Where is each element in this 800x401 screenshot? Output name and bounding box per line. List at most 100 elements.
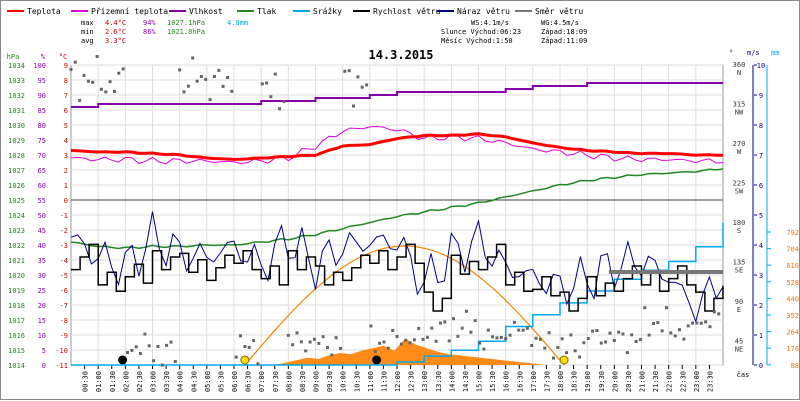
axis-c-tick: -8 — [60, 317, 68, 325]
wind-direction-point — [126, 351, 129, 354]
axis-mm-tick: 440 — [786, 295, 799, 303]
axis-deg-tick: 90 — [735, 298, 743, 306]
x-tick-label: 14:30 — [462, 371, 470, 392]
stats-label: min — [81, 28, 94, 36]
axis-deg-dir: SW — [735, 188, 744, 196]
x-tick-label: 20:00 — [611, 371, 619, 392]
x-tick-label: 19:30 — [598, 371, 606, 392]
x-tick-label: 15:30 — [489, 371, 497, 392]
stats-label: avg — [81, 37, 94, 45]
wind-direction-point — [634, 340, 638, 343]
wind-direction-point — [538, 337, 542, 341]
axis-c-tick: 8 — [64, 77, 68, 85]
legend-label: Rychlost větru — [373, 7, 441, 16]
wind-direction-point — [704, 320, 708, 324]
axis-c-tick: -6 — [60, 287, 68, 295]
wind-direction-point — [621, 332, 625, 336]
x-tick-label: 20:30 — [625, 371, 633, 392]
legend-label: Tlak — [257, 7, 276, 16]
x-tick-label: 11:00 — [367, 371, 375, 392]
solar-radiation-area — [274, 338, 547, 365]
axis-hpa-tick: 1019 — [8, 287, 25, 295]
axis-hpa-tick: 1024 — [8, 212, 25, 220]
wind-direction-point — [265, 81, 269, 85]
axis-hpa-tick: 1032 — [8, 92, 25, 100]
wind-direction-point — [365, 83, 369, 87]
wind-direction-point — [260, 82, 264, 86]
wind-direction-point — [686, 324, 690, 328]
axis-deg-unit: ° — [729, 49, 733, 57]
axis-c-tick: -1 — [60, 212, 68, 220]
legend-label: Srážky — [313, 7, 342, 16]
stats-temp: 2.6°C — [105, 28, 126, 36]
x-tick-label: 14:00 — [448, 371, 456, 392]
wind-direction-point — [221, 84, 225, 88]
series-wind-speed — [71, 243, 724, 312]
wind-direction-point — [239, 334, 242, 338]
wind-direction-point — [630, 333, 634, 337]
axis-c-tick: -5 — [60, 272, 68, 280]
wind-direction-point — [456, 334, 460, 338]
axis-c-tick: 1 — [64, 182, 68, 190]
x-tick-label: 22:30 — [679, 371, 687, 392]
wind-direction-point — [612, 339, 616, 342]
x-tick-label: 16:30 — [516, 371, 524, 392]
axis-deg-dir: N — [737, 69, 741, 77]
wind-direction-point — [347, 69, 351, 73]
x-tick-label: 15:00 — [476, 371, 484, 392]
stats-sun-rise: Slunce Východ:06:23 — [441, 28, 521, 36]
axis-deg-tick: 180 — [733, 219, 746, 227]
axis-hpa-tick: 1025 — [8, 197, 25, 205]
wind-direction-point — [278, 107, 282, 111]
axis-hpa-tick: 1026 — [8, 182, 25, 190]
stats-rain: 4.8mm — [227, 19, 248, 27]
x-tick-label: 02:30 — [136, 371, 144, 392]
wind-direction-point — [199, 75, 203, 78]
x-tick-label: 04:30 — [190, 371, 198, 392]
axis-hpa-tick: 1016 — [8, 332, 25, 340]
axis-mm-tick: 88 — [791, 362, 799, 370]
wind-direction-point — [186, 84, 190, 88]
x-tick-label: 13:00 — [421, 371, 429, 392]
wind-direction-point — [486, 328, 490, 332]
x-tick-label: 13:30 — [435, 371, 443, 392]
wind-direction-point — [569, 333, 573, 337]
wind-direction-point — [699, 321, 703, 325]
wind-direction-point — [412, 338, 416, 342]
axis-mm-tick: 616 — [786, 262, 799, 270]
x-tick-label: 18:00 — [557, 371, 565, 392]
axis-pct-tick: 45 — [38, 227, 46, 235]
wind-direction-point — [543, 346, 547, 350]
wind-direction-point — [447, 339, 451, 343]
x-tick-label: 18:30 — [571, 371, 579, 392]
axis-pct-tick: 40 — [38, 242, 46, 250]
wind-direction-point — [599, 341, 603, 345]
axis-pct-tick: 100 — [33, 62, 46, 70]
axis-mm-tick: 176 — [786, 345, 799, 353]
wind-direction-point — [156, 345, 160, 348]
wind-direction-point — [695, 321, 699, 325]
wind-direction-point — [104, 90, 108, 94]
x-tick-label: 07:30 — [272, 371, 280, 392]
wind-direction-point — [530, 344, 534, 347]
axis-deg-tick: 270 — [733, 140, 746, 148]
axis-pct-tick: 55 — [38, 197, 46, 205]
axis-c-tick: -10 — [55, 347, 68, 355]
series-pressure — [70, 168, 724, 250]
axis-hpa-tick: 1034 — [8, 62, 25, 70]
wind-direction-point — [86, 79, 90, 83]
moon-marker — [118, 355, 128, 365]
x-tick-label: 12:00 — [394, 371, 402, 392]
axis-deg-dir: S — [737, 227, 741, 235]
axis-pct-tick: 85 — [38, 107, 46, 115]
wind-direction-point — [286, 333, 290, 337]
x-tick-label: 03:30 — [163, 371, 171, 392]
wind-direction-point — [334, 336, 338, 340]
wind-direction-point — [712, 310, 716, 314]
axis-pct-tick: 95 — [38, 77, 46, 85]
axis-mm-tick: 704 — [786, 246, 799, 254]
x-tick-label: 05:30 — [217, 371, 225, 392]
wind-direction-point — [178, 68, 182, 72]
wind-direction-point — [330, 353, 334, 357]
